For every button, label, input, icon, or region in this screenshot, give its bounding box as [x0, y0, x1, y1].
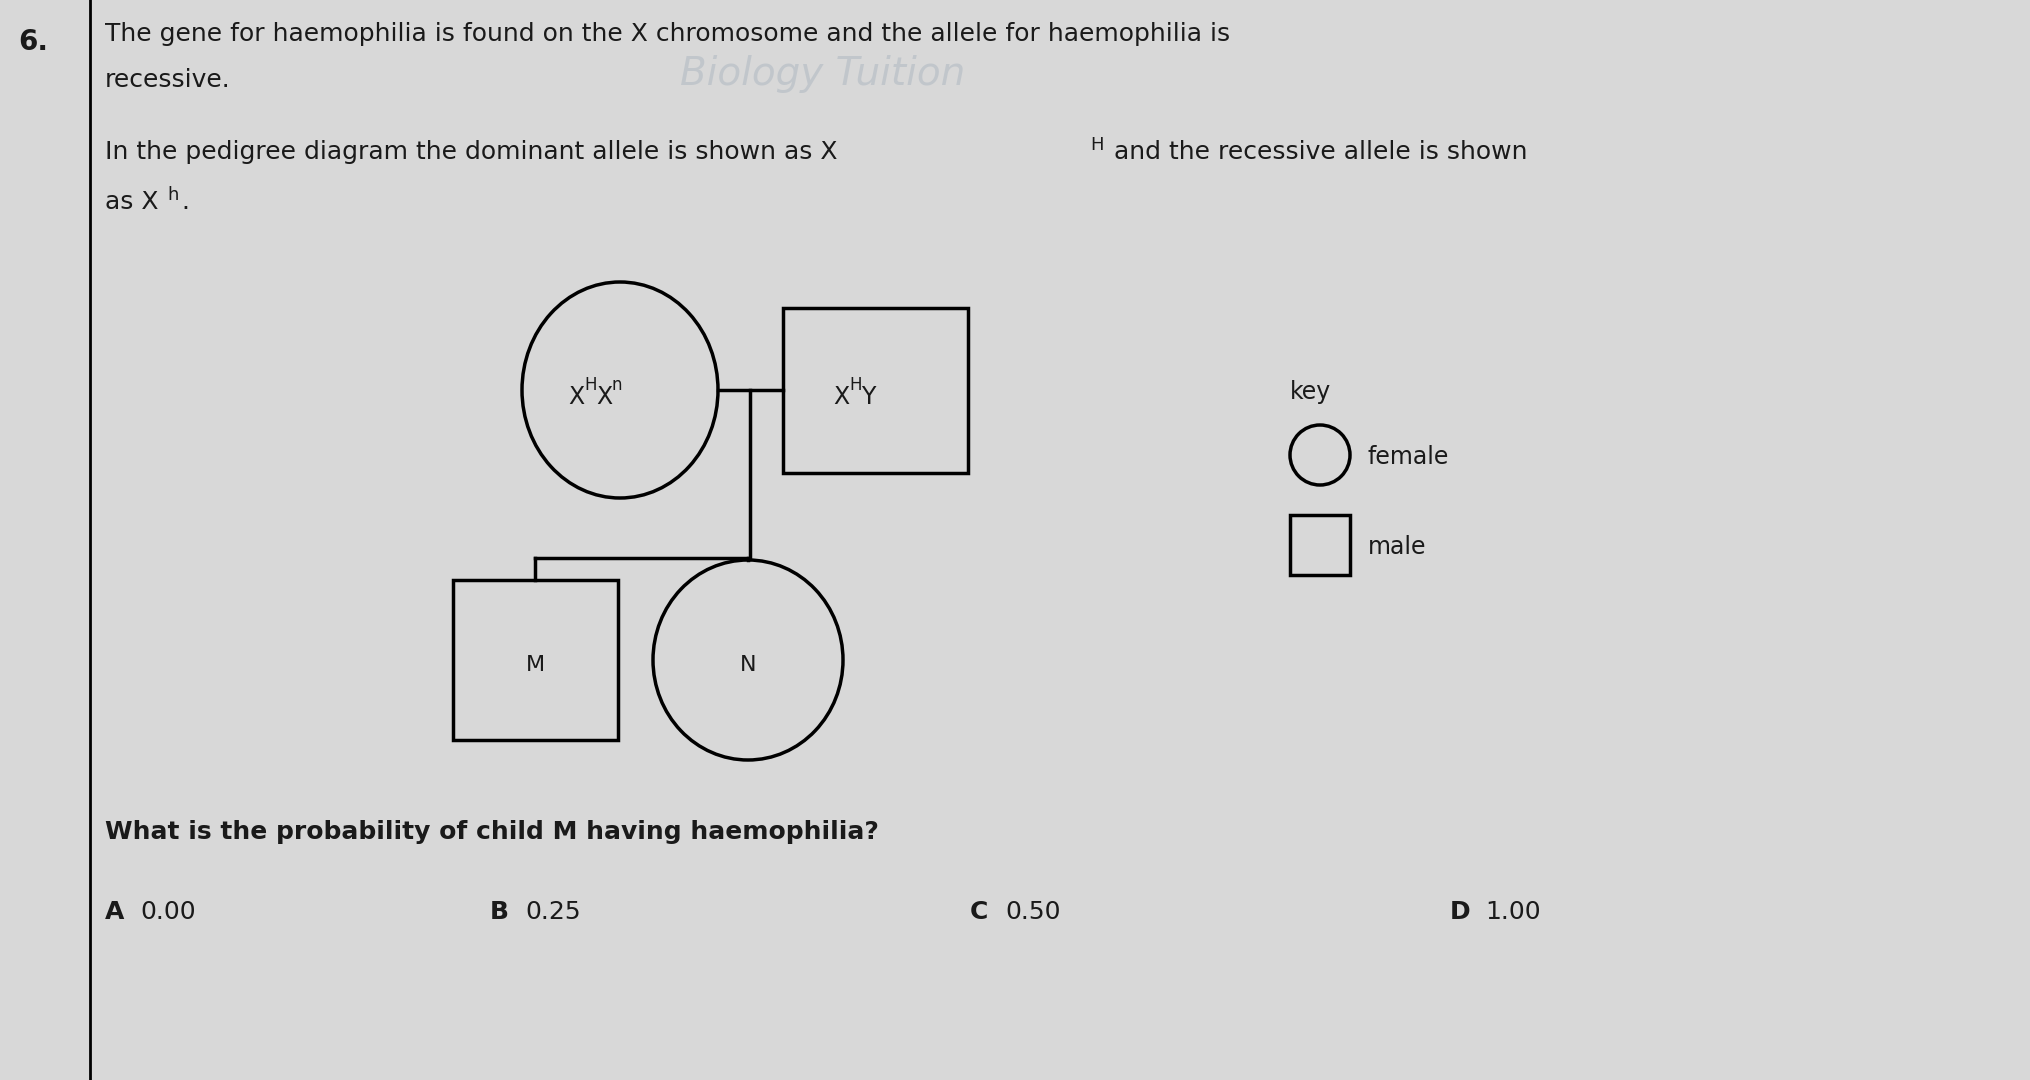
Text: H: H [849, 376, 861, 394]
Bar [453, 580, 617, 740]
Text: D: D [1449, 900, 1470, 924]
Text: 0.50: 0.50 [1005, 900, 1060, 924]
Text: M: M [526, 654, 544, 675]
Text: X: X [568, 384, 585, 409]
Text: 1.00: 1.00 [1486, 900, 1541, 924]
Text: 0.00: 0.00 [140, 900, 195, 924]
Text: A: A [106, 900, 124, 924]
Text: recessive.: recessive. [106, 68, 231, 92]
Text: H: H [585, 376, 597, 394]
Text: B: B [489, 900, 510, 924]
Text: Biology Tuition: Biology Tuition [680, 55, 964, 93]
Text: H: H [1090, 136, 1104, 154]
Text: C: C [970, 900, 989, 924]
Text: as X: as X [106, 190, 158, 214]
Text: 6.: 6. [18, 28, 49, 56]
Text: female: female [1368, 445, 1449, 469]
Text: X: X [832, 384, 849, 409]
Text: The gene for haemophilia is found on the X chromosome and the allele for haemoph: The gene for haemophilia is found on the… [106, 22, 1230, 46]
Text: h: h [166, 186, 179, 204]
Text: What is the probability of child M having haemophilia?: What is the probability of child M havin… [106, 820, 879, 843]
Text: n: n [611, 376, 623, 394]
Text: In the pedigree diagram the dominant allele is shown as X: In the pedigree diagram the dominant all… [106, 140, 838, 164]
Bar [784, 308, 968, 473]
Text: male: male [1368, 535, 1427, 559]
Bar [1289, 515, 1350, 575]
Text: key: key [1289, 380, 1332, 404]
Text: X: X [597, 384, 613, 409]
Text: Y: Y [861, 384, 875, 409]
Text: and the recessive allele is shown: and the recessive allele is shown [1106, 140, 1527, 164]
Text: .: . [181, 190, 189, 214]
Text: N: N [739, 654, 757, 675]
Text: 0.25: 0.25 [526, 900, 581, 924]
